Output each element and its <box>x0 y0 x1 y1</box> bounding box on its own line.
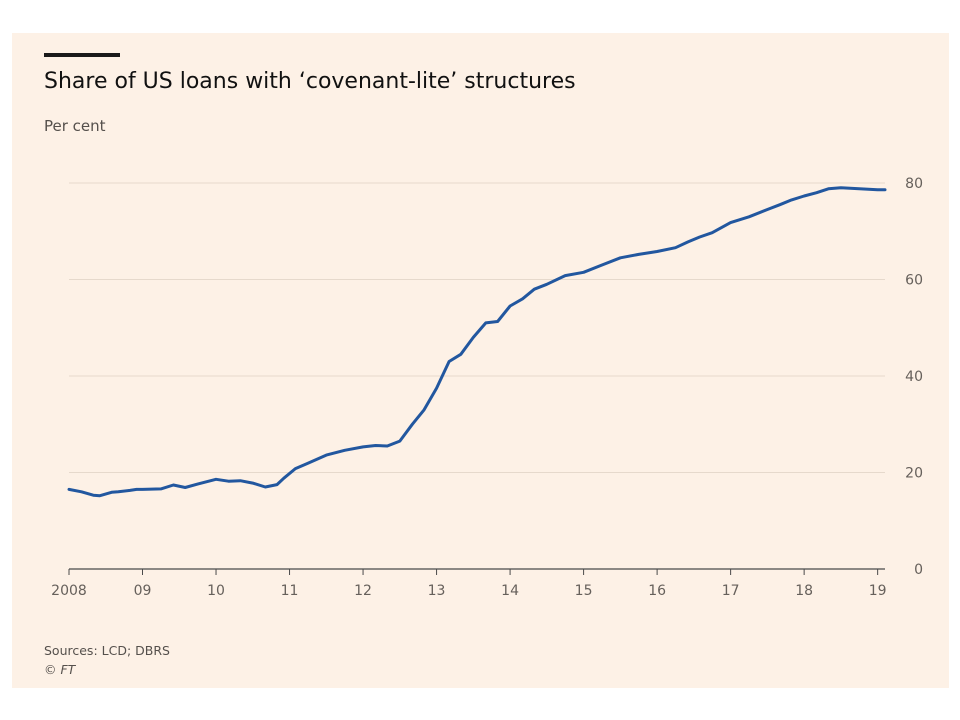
x-tick-label-16: 16 <box>648 583 666 599</box>
x-tick-label-13: 13 <box>428 583 446 599</box>
y-tick-label-0: 0 <box>914 562 923 578</box>
chart-panel: Share of US loans with ‘covenant-lite’ s… <box>12 33 949 688</box>
x-tick-label-14: 14 <box>501 583 519 599</box>
chart-subtitle: Per cent <box>44 117 106 135</box>
y-tick-label-60: 60 <box>905 273 923 289</box>
x-tick-label-12: 12 <box>354 583 372 599</box>
series-line-0 <box>67 186 887 498</box>
x-tick-label-19: 19 <box>869 583 887 599</box>
x-axis <box>68 568 885 575</box>
title-accent-bar <box>44 53 120 57</box>
x-tick-label-18: 18 <box>795 583 813 599</box>
x-tick-label-11: 11 <box>281 583 299 599</box>
x-axis-labels: 2008 09 10 11 12 13 14 15 16 17 18 19 <box>51 583 886 599</box>
chart-footer: Sources: LCD; DBRS © FT <box>44 641 170 679</box>
copyright-note: © FT <box>44 662 76 677</box>
x-tick-label-17: 17 <box>722 583 740 599</box>
series-layer <box>67 186 887 498</box>
x-tick-label-15: 15 <box>575 583 593 599</box>
y-tick-label-40: 40 <box>905 369 923 385</box>
y-tick-label-20: 20 <box>905 466 923 482</box>
chart-title: Share of US loans with ‘covenant-lite’ s… <box>44 69 576 94</box>
sources-note: Sources: LCD; DBRS <box>44 643 170 658</box>
x-tick-label-10: 10 <box>207 583 225 599</box>
x-tick-label-09: 09 <box>134 583 152 599</box>
gridlines <box>69 182 885 473</box>
y-axis-labels: 0 20 40 60 80 <box>905 176 923 578</box>
x-tick-label-2008: 2008 <box>51 583 87 599</box>
y-tick-label-80: 80 <box>905 176 923 192</box>
line-chart: 0 20 40 60 80 2008 09 10 11 12 13 14 15 16 17 18 19 <box>51 176 923 599</box>
